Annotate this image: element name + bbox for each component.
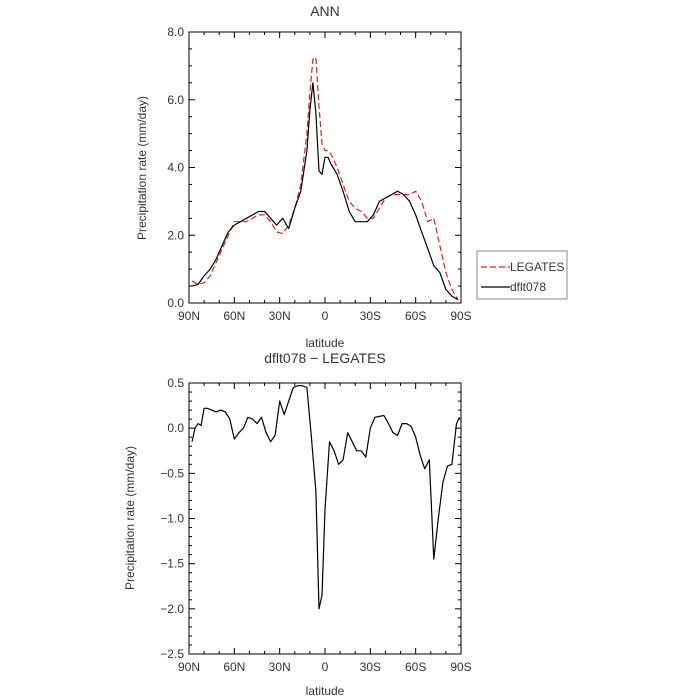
top-x-tick-label: 30S [360,309,381,323]
top-x-tick-label: 30N [269,309,291,323]
bottom-x-tick-label: 90N [178,660,200,674]
bottom-y-tick-label: 0.0 [167,421,184,435]
bottom-y-tick-label: −2.5 [160,647,184,661]
top-x-tick-label: 0 [322,309,329,323]
legend-label-dflt078: dflt078 [510,280,546,294]
bottom-x-tick-label: 30S [360,660,381,674]
bottom-x-tick-label: 30N [269,660,291,674]
legend: LEGATES dflt078 [476,250,568,300]
legend-label-legates: LEGATES [510,260,564,274]
bottom-y-axis-label: Precipitation rate (mm/day) [123,446,137,590]
bottom-chart-title: dflt078 − LEGATES [264,350,386,366]
top-plot-frame [188,31,462,304]
bottom-y-tick-label: −1.0 [160,512,184,526]
top-x-axis-label: latitude [306,336,345,350]
bottom-y-tick-label: 0.5 [167,376,184,390]
bottom-x-tick-label: 0 [322,660,329,674]
bottom-panel: dflt078 − LEGATES 90N 60N 30N 0 30S 60S 90S −2.… [123,350,472,698]
top-series-line-dflt078 [191,82,459,301]
top-y-axis-label: Precipitation rate (mm/day) [135,96,149,240]
top-x-tick-label: 90S [450,309,471,323]
top-y-tick-label: 8.0 [167,25,184,39]
top-y-tick-label: 0.0 [167,296,184,310]
top-x-tick-label: 60S [405,309,426,323]
top-series-line-legates [191,56,459,300]
top-chart-title: ANN [310,3,340,19]
top-y-tick-label: 2.0 [167,228,184,242]
top-x-tick-label: 60N [223,309,245,323]
bottom-x-tick-label: 60S [405,660,426,674]
legend-box [476,250,568,300]
top-panel: ANN 90N 60N 30N 0 30S 60S 90S 0.0 2.0 4.0 6.0 8.0 l… [135,3,472,350]
top-y-tick-label: 4.0 [167,161,184,175]
bottom-series-line-difference [191,385,461,610]
bottom-x-tick-label: 60N [223,660,245,674]
bottom-y-tick-label: −1.5 [160,557,184,571]
top-x-tick-label: 90N [178,309,200,323]
bottom-y-tick-label: −2.0 [160,602,184,616]
bottom-x-axis-label: latitude [306,684,345,698]
top-y-tick-label: 6.0 [167,93,184,107]
bottom-x-tick-label: 90S [450,660,471,674]
bottom-y-tick-label: −0.5 [160,466,184,480]
